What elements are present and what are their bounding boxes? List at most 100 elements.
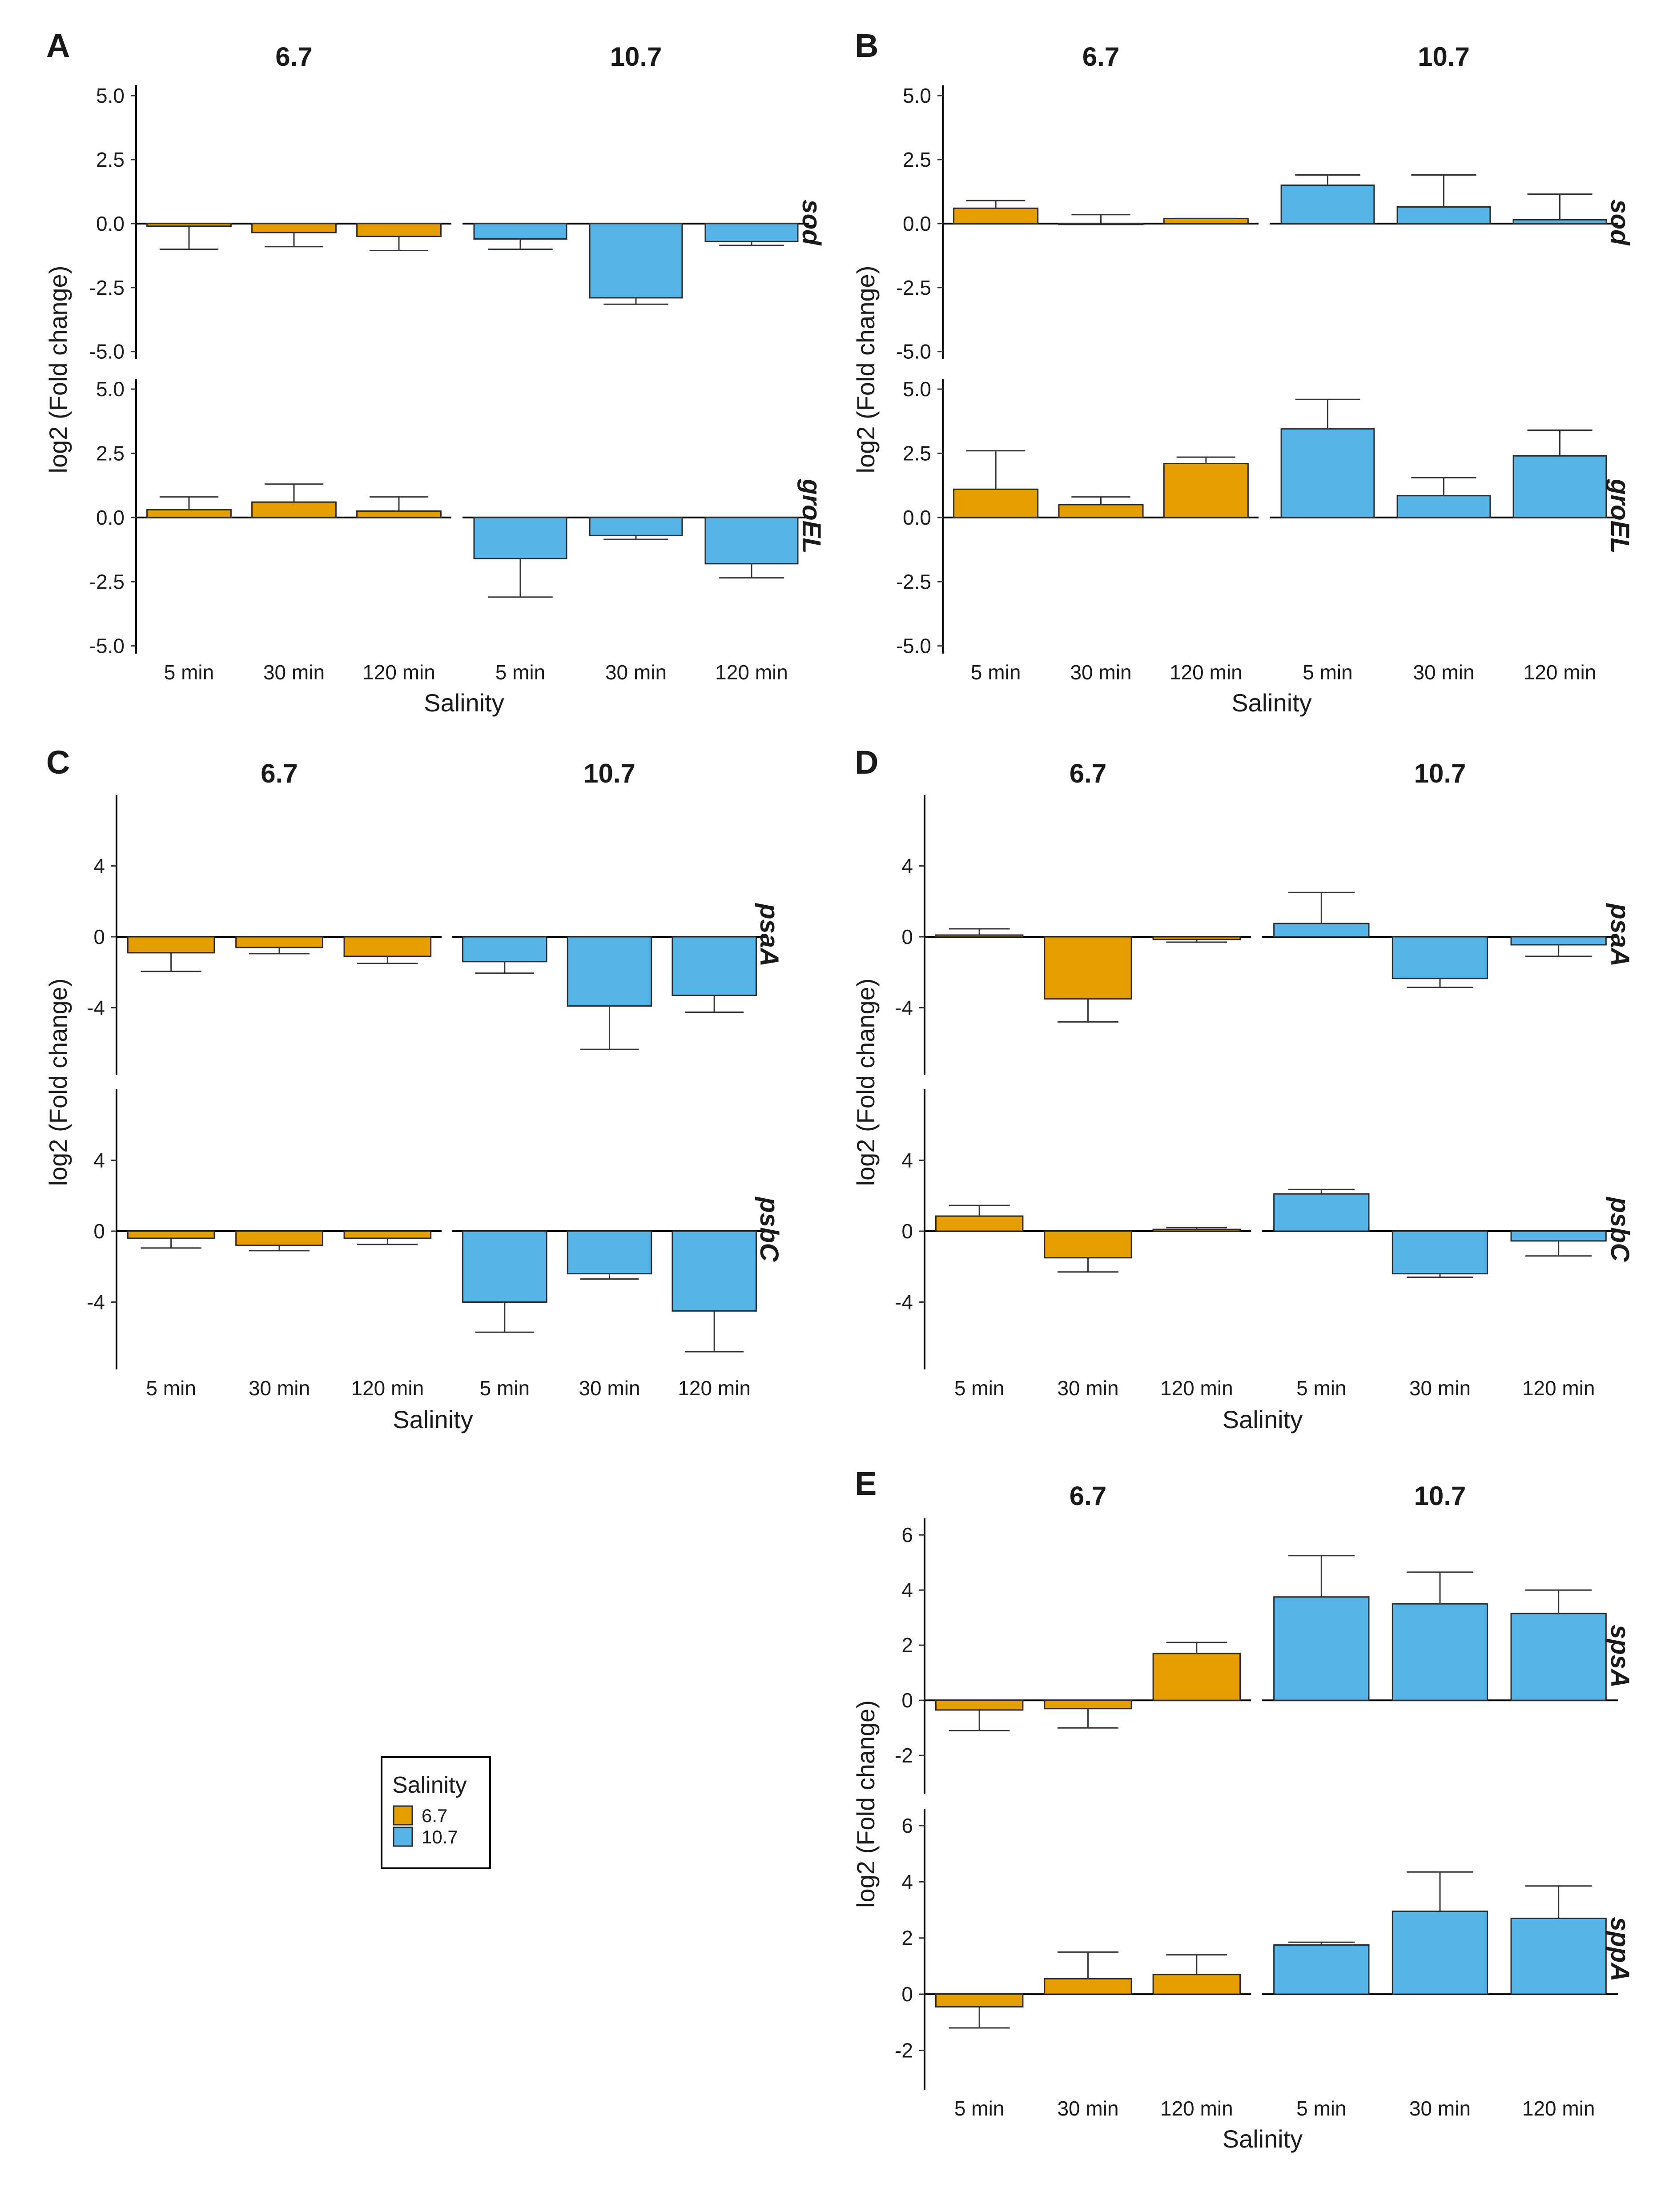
y-tick-label: -5.0 bbox=[89, 340, 125, 363]
y-tick-label: 0.0 bbox=[903, 212, 931, 235]
y-tick-label: -2.5 bbox=[896, 570, 931, 593]
y-tick-label: -4 bbox=[895, 996, 913, 1019]
x-tick-label: 30 min bbox=[1409, 2097, 1471, 2120]
x-tick-label: 30 min bbox=[1070, 661, 1131, 684]
y-tick-label: 0 bbox=[901, 1220, 913, 1243]
bar-psbc-6-7-30-min bbox=[235, 1230, 323, 1246]
y-tick-label: -5.0 bbox=[896, 634, 931, 658]
bar-psaa-6-7-120-min bbox=[1152, 936, 1241, 940]
gene-label-groel: groEL bbox=[797, 478, 826, 554]
panel-letter: D bbox=[855, 744, 878, 781]
x-tick-label: 30 min bbox=[263, 661, 325, 684]
bar-sod-6-7-5-min bbox=[146, 223, 232, 227]
y-tick-label: 4 bbox=[93, 854, 105, 877]
legend-label-6-7: 6.7 bbox=[422, 1805, 447, 1826]
legend-key-10-7 bbox=[393, 1827, 413, 1847]
y-tick-label: 5.0 bbox=[96, 84, 125, 107]
panel-d: D 6.7 10.7 4 0 -4 psaA 4 0 -4 psbC 5 min 30 min 120 m… bbox=[852, 744, 1634, 1433]
x-tick-label: 30 min bbox=[249, 1377, 310, 1400]
bar-psaa-10-7-30-min bbox=[1392, 936, 1488, 980]
facet-title-6-7: 6.7 bbox=[1070, 1481, 1106, 1511]
bar-psbc-10-7-30-min bbox=[567, 1230, 652, 1275]
x-tick-label: 120 min bbox=[1522, 2097, 1595, 2120]
bar-psaa-6-7-5-min bbox=[935, 934, 1024, 938]
x-tick-label: 5 min bbox=[954, 1377, 1004, 1400]
facet-title-6-7: 6.7 bbox=[1070, 759, 1106, 788]
bar-groel-6-7-120-min bbox=[356, 510, 442, 518]
y-tick-label: 0.0 bbox=[96, 212, 125, 235]
y-axis-title: log2 (Fold change) bbox=[852, 979, 880, 1186]
gene-label-psbc: psbC bbox=[755, 1196, 784, 1262]
y-tick-label: 2 bbox=[901, 1927, 913, 1950]
x-axis-title: Salinity bbox=[1223, 2125, 1303, 2153]
bar-psbc-6-7-30-min bbox=[1044, 1230, 1132, 1259]
bar-psaa-10-7-120-min bbox=[672, 936, 757, 996]
bar-sod-10-7-120-min bbox=[704, 223, 799, 242]
x-tick-label: 30 min bbox=[1057, 1377, 1118, 1400]
gene-label-sod: sod bbox=[797, 199, 826, 246]
panel-letter: B bbox=[855, 27, 878, 64]
facet-title-10-7: 10.7 bbox=[1414, 1481, 1466, 1511]
y-axis-title: log2 (Fold change) bbox=[44, 979, 72, 1186]
facet-title-10-7: 10.7 bbox=[583, 759, 635, 788]
bar-groel-10-7-120-min bbox=[704, 517, 799, 565]
x-tick-label: 5 min bbox=[164, 661, 214, 684]
legend-label-10-7: 10.7 bbox=[422, 1827, 458, 1847]
bar-psaa-10-7-120-min bbox=[1510, 936, 1607, 946]
y-tick-label: 5.0 bbox=[903, 377, 931, 401]
y-tick-label: -2 bbox=[895, 1744, 913, 1767]
y-tick-label: 4 bbox=[901, 854, 913, 877]
bar-psbc-6-7-5-min bbox=[935, 1215, 1024, 1232]
x-tick-label: 5 min bbox=[1296, 1377, 1346, 1400]
x-tick-label: 5 min bbox=[480, 1377, 530, 1400]
panel-e: E 6.7 10.7 6 4 2 0 -2 spsA 6 4 2 0 -2 sppA 5 min 30 min 1… bbox=[852, 1465, 1634, 2153]
y-tick-label: 0 bbox=[93, 925, 105, 948]
x-tick-label: 5 min bbox=[495, 661, 545, 684]
x-tick-label: 30 min bbox=[1057, 2097, 1118, 2120]
y-tick-label: -4 bbox=[87, 996, 105, 1019]
y-tick-label: 5.0 bbox=[903, 84, 931, 107]
facet-title-6-7: 6.7 bbox=[261, 759, 298, 788]
bar-sppa-6-7-30-min bbox=[1044, 1978, 1132, 1995]
x-tick-label: 120 min bbox=[362, 661, 435, 684]
facet-title-6-7: 6.7 bbox=[1082, 42, 1119, 72]
bar-sod-10-7-30-min bbox=[589, 223, 683, 299]
bar-sppa-6-7-120-min bbox=[1152, 1974, 1241, 1995]
bar-sod-10-7-120-min bbox=[1512, 219, 1607, 225]
y-tick-label: 2 bbox=[901, 1634, 913, 1657]
gene-label-spsa: spsA bbox=[1605, 1625, 1634, 1688]
bar-sod-10-7-5-min bbox=[473, 223, 567, 240]
facet-title-10-7: 10.7 bbox=[1414, 759, 1466, 788]
panel-letter: C bbox=[46, 744, 70, 781]
y-tick-label: -2.5 bbox=[896, 276, 931, 299]
bar-psaa-10-7-30-min bbox=[567, 936, 652, 1007]
bar-psaa-10-7-5-min bbox=[1273, 923, 1370, 938]
y-tick-label: 0.0 bbox=[903, 506, 931, 529]
gene-row-psbc: 4 0 -4 psbC bbox=[87, 1089, 784, 1369]
x-tick-label: 120 min bbox=[1160, 1377, 1233, 1400]
y-tick-label: -2.5 bbox=[89, 570, 125, 593]
y-tick-label: 4 bbox=[901, 1148, 913, 1172]
x-tick-label: 120 min bbox=[678, 1377, 751, 1400]
bar-spsa-6-7-120-min bbox=[1152, 1653, 1241, 1701]
gene-row-sod: 5.0 2.5 0.0 -2.5 -5.0 sod bbox=[89, 84, 826, 363]
bar-groel-10-7-120-min bbox=[1512, 455, 1607, 518]
panel-letter: E bbox=[855, 1465, 877, 1502]
bar-psaa-6-7-120-min bbox=[343, 936, 432, 957]
x-tick-label: 30 min bbox=[605, 661, 667, 684]
y-tick-label: -2.5 bbox=[89, 276, 125, 299]
bar-groel-10-7-30-min bbox=[1396, 495, 1491, 518]
bar-spsa-10-7-120-min bbox=[1510, 1613, 1607, 1701]
bar-sod-6-7-5-min bbox=[953, 207, 1039, 225]
bar-groel-6-7-120-min bbox=[1163, 463, 1249, 518]
y-tick-label: 6 bbox=[901, 1523, 913, 1546]
y-tick-label: 0 bbox=[93, 1220, 105, 1243]
gene-label-psbc: psbC bbox=[1605, 1196, 1634, 1262]
bar-sod-10-7-30-min bbox=[1396, 206, 1491, 225]
legend-key-6-7 bbox=[393, 1805, 413, 1826]
bar-spsa-10-7-5-min bbox=[1273, 1596, 1370, 1701]
x-tick-label: 5 min bbox=[1303, 661, 1352, 684]
bar-sod-6-7-120-min bbox=[1163, 217, 1249, 225]
bar-sppa-10-7-5-min bbox=[1273, 1944, 1370, 1995]
y-axis-title: log2 (Fold change) bbox=[44, 266, 72, 474]
